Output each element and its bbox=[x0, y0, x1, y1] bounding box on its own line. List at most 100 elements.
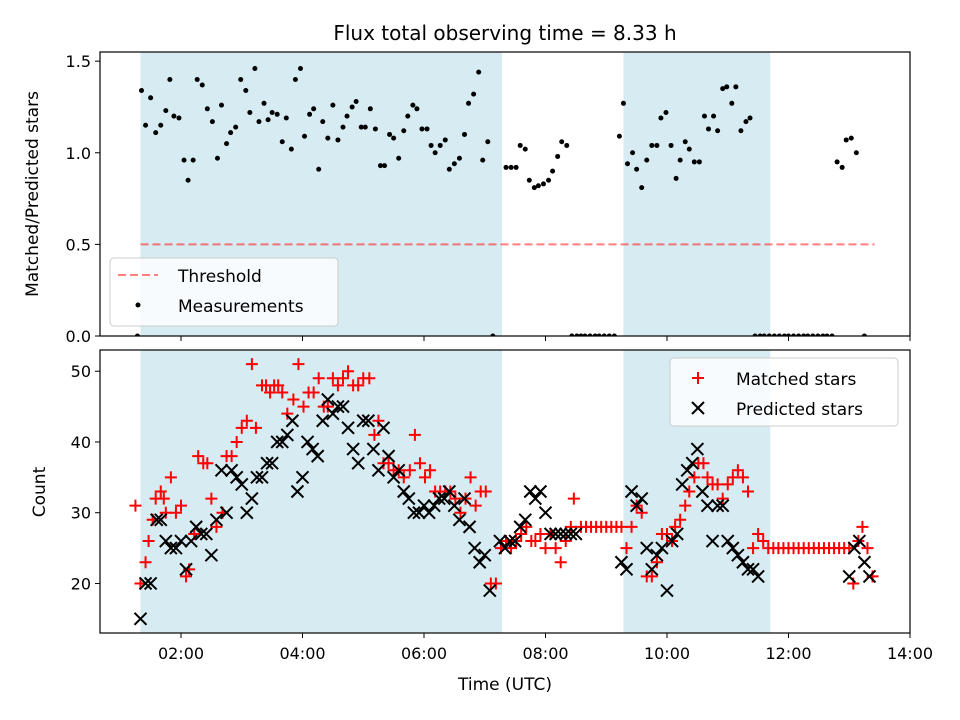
predicted-star-point bbox=[224, 463, 239, 477]
bottom-shaded-intervals bbox=[140, 350, 771, 633]
predicted-star-point bbox=[685, 456, 700, 470]
predicted-star-point bbox=[559, 527, 573, 541]
measurement-point bbox=[843, 137, 849, 143]
matched-star-point bbox=[564, 520, 577, 533]
predicted-star-point bbox=[417, 498, 431, 513]
measurement-point bbox=[325, 135, 331, 141]
measurement-point bbox=[829, 333, 835, 336]
matched-star-point bbox=[337, 372, 349, 385]
predicted-star-point bbox=[670, 527, 684, 541]
matched-star-point bbox=[201, 457, 214, 470]
measurement-point bbox=[824, 333, 830, 336]
matched-star-point bbox=[408, 428, 421, 441]
measurement-point bbox=[555, 153, 561, 159]
predicted-star-point bbox=[680, 463, 694, 477]
predicted-star-point bbox=[341, 421, 355, 435]
predicted-star-point bbox=[169, 541, 183, 555]
measurement-point bbox=[578, 333, 584, 336]
measurement-point bbox=[691, 159, 697, 165]
matched-star-point bbox=[479, 485, 492, 498]
predicted-star-point bbox=[214, 463, 229, 477]
matched-star-point bbox=[281, 407, 294, 420]
predicted-star-point bbox=[194, 527, 208, 541]
predicted-star-point bbox=[513, 520, 527, 534]
predicted-star-point bbox=[143, 576, 158, 591]
matched-star-point bbox=[567, 492, 580, 505]
matched-star-point bbox=[688, 471, 701, 484]
measurements-legend-label: Measurements bbox=[178, 297, 304, 317]
predicted-star-point bbox=[629, 498, 644, 513]
predicted-star-point bbox=[472, 555, 487, 569]
predicted-star-point bbox=[452, 513, 467, 527]
matched-star-point bbox=[297, 400, 310, 413]
matched-star-point bbox=[205, 492, 218, 505]
matched-star-point bbox=[489, 577, 502, 590]
x-tick-label: 08:00 bbox=[522, 644, 568, 663]
matched-star-point bbox=[726, 471, 739, 484]
measurement-point bbox=[190, 157, 196, 163]
measurement-point bbox=[526, 177, 532, 183]
measurement-point bbox=[297, 65, 303, 71]
measurement-point bbox=[405, 113, 411, 119]
measurement-point bbox=[414, 106, 420, 112]
measurement-point bbox=[163, 108, 169, 114]
x-tick-label: 04:00 bbox=[279, 644, 325, 663]
matched-star-point bbox=[235, 421, 248, 434]
measurement-point bbox=[522, 146, 528, 152]
matched-star-point bbox=[711, 478, 724, 491]
bottom-x-ticks: 02:00 04:00 06:00 08:00 10:00 12:00 14:00 bbox=[158, 633, 933, 663]
predicted-star-point bbox=[634, 491, 649, 506]
measurement-point bbox=[820, 333, 826, 336]
predicted-star-point bbox=[746, 562, 760, 577]
predicted-star-point bbox=[321, 392, 335, 407]
top-plot-frame bbox=[99, 51, 911, 337]
matched-star-point bbox=[403, 464, 416, 477]
predicted-star-point bbox=[402, 491, 416, 506]
measurement-point bbox=[456, 155, 462, 161]
measurement-point bbox=[677, 157, 683, 163]
measurement-point bbox=[256, 119, 262, 125]
predicted-star-point bbox=[265, 456, 279, 470]
measurement-point bbox=[410, 102, 416, 108]
predicted-star-point bbox=[235, 477, 249, 492]
matched-star-point bbox=[142, 535, 155, 548]
matched-star-point bbox=[192, 450, 205, 463]
predicted-star-point bbox=[199, 527, 214, 541]
predicted-star-point bbox=[290, 484, 305, 499]
top-legend: Threshold Measurements bbox=[109, 257, 339, 327]
predicted-star-point bbox=[285, 414, 300, 428]
predicted-star-point bbox=[209, 513, 224, 527]
measurement-point bbox=[701, 113, 707, 119]
predicted-star-point bbox=[391, 463, 406, 477]
predicted-star-point bbox=[751, 569, 765, 584]
measurement-point bbox=[658, 115, 664, 121]
matched-star-point bbox=[272, 379, 285, 392]
top-panel-ratio-plot: 0.0 0.5 1.0 1.5 Matched/Predicted stars Thr… bbox=[23, 51, 911, 346]
measurement-point bbox=[620, 100, 626, 106]
x-tick-label: 10:00 bbox=[644, 644, 690, 663]
matched-star-point bbox=[697, 457, 710, 470]
measurement-point bbox=[181, 157, 187, 163]
matched-star-point bbox=[679, 499, 692, 512]
predicted-star-point bbox=[407, 506, 421, 520]
measurement-point bbox=[446, 166, 452, 172]
measurement-point bbox=[134, 333, 140, 336]
predicted-star-point bbox=[650, 548, 664, 562]
measurement-point bbox=[372, 126, 378, 132]
predicted-star-point bbox=[159, 534, 173, 548]
matched-star-point bbox=[419, 471, 432, 484]
predicted-star-point bbox=[640, 541, 654, 555]
matched-star-point bbox=[276, 386, 289, 399]
predicted-star-point bbox=[432, 491, 446, 506]
matched-star-point bbox=[515, 527, 528, 540]
bottom-y-tick-label: 20 bbox=[71, 574, 91, 593]
measurement-point bbox=[715, 128, 721, 134]
predicted-star-point bbox=[857, 555, 872, 569]
predicted-star-point bbox=[852, 534, 867, 548]
bottom-data-marks bbox=[129, 358, 879, 626]
predicted-star-point bbox=[397, 484, 411, 499]
top-x-ticks bbox=[180, 336, 911, 341]
bottom-legend-frame bbox=[669, 357, 899, 427]
predicted-star-point bbox=[326, 406, 340, 421]
predicted-star-point bbox=[478, 548, 492, 562]
